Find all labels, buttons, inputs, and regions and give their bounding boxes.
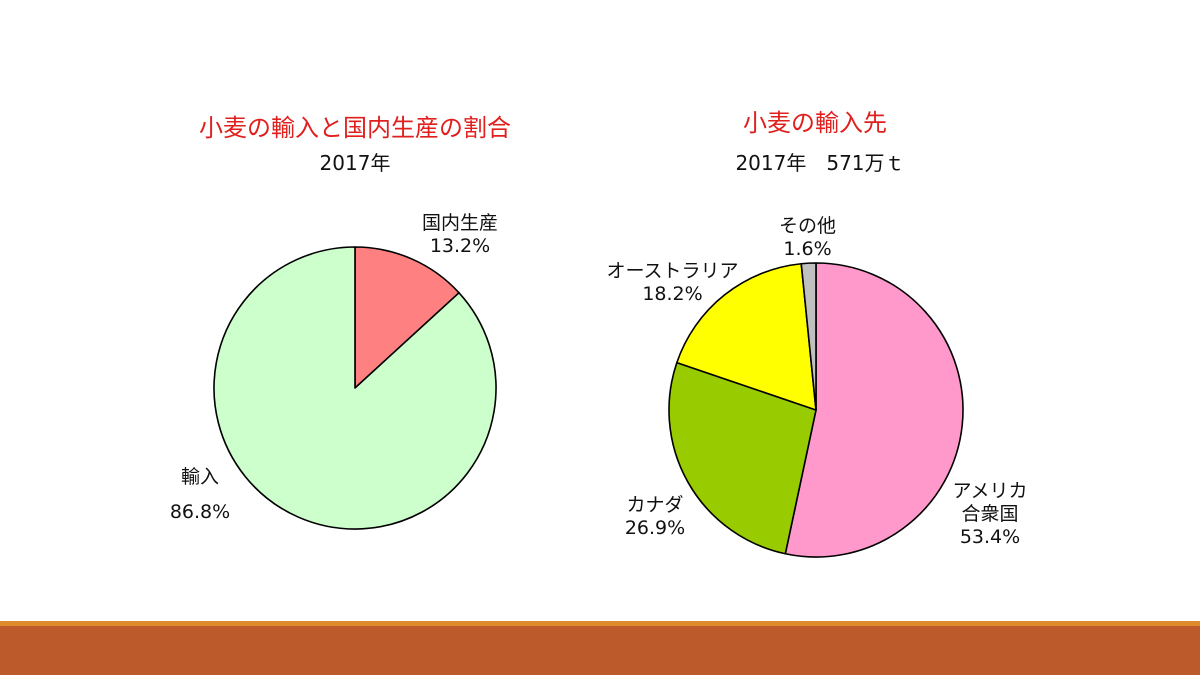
slice-label-import: 輸入 86.8% bbox=[165, 460, 235, 530]
slice-label-import-value: 86.8% bbox=[169, 501, 231, 523]
slice-label-import-name: 輸入 bbox=[180, 466, 219, 488]
slice-label-domestic-name: 国内生産 bbox=[421, 212, 498, 234]
slice-label-other: その他 1.6% bbox=[765, 215, 850, 261]
pie2-slice-0 bbox=[784, 262, 964, 558]
footer-band bbox=[0, 621, 1200, 675]
pie1-slice-0 bbox=[354, 246, 460, 389]
pie-chart-2 bbox=[668, 262, 964, 558]
pie-chart-1 bbox=[213, 246, 497, 530]
slice-label-usa-line2: 合衆国 bbox=[961, 503, 1019, 525]
slice-label-usa-value: 53.4% bbox=[959, 526, 1021, 548]
slice-label-canada-value: 26.9% bbox=[624, 517, 686, 539]
slice-label-domestic-value: 13.2% bbox=[429, 235, 491, 257]
pie2-slice-1 bbox=[668, 361, 817, 555]
chart1-subtitle: 2017年 bbox=[319, 151, 391, 175]
chart2-subtitle: 2017年 571万ｔ bbox=[735, 151, 905, 175]
pie2-slice-3 bbox=[800, 262, 817, 411]
pie1-slice-1 bbox=[213, 246, 497, 530]
slice-label-other-name: その他 bbox=[778, 215, 836, 237]
footer-accent-line bbox=[0, 621, 1200, 626]
slice-label-canada-name: カナダ bbox=[626, 494, 684, 516]
slice-label-usa: アメリカ 合衆国 53.4% bbox=[940, 480, 1040, 549]
pie2-slice-2 bbox=[676, 262, 817, 411]
slice-label-australia: オーストラリア 18.2% bbox=[590, 260, 755, 306]
slice-label-other-value: 1.6% bbox=[783, 238, 832, 260]
slice-label-domestic: 国内生産 13.2% bbox=[395, 212, 525, 258]
slice-label-usa-line1: アメリカ bbox=[952, 480, 1028, 502]
slice-label-australia-name: オーストラリア bbox=[606, 260, 739, 282]
chart1-title: 小麦の輸入と国内生産の割合 bbox=[199, 114, 511, 142]
chart2-title: 小麦の輸入先 bbox=[743, 109, 887, 137]
slice-label-australia-value: 18.2% bbox=[642, 283, 703, 305]
slice-label-canada: カナダ 26.9% bbox=[610, 494, 700, 540]
